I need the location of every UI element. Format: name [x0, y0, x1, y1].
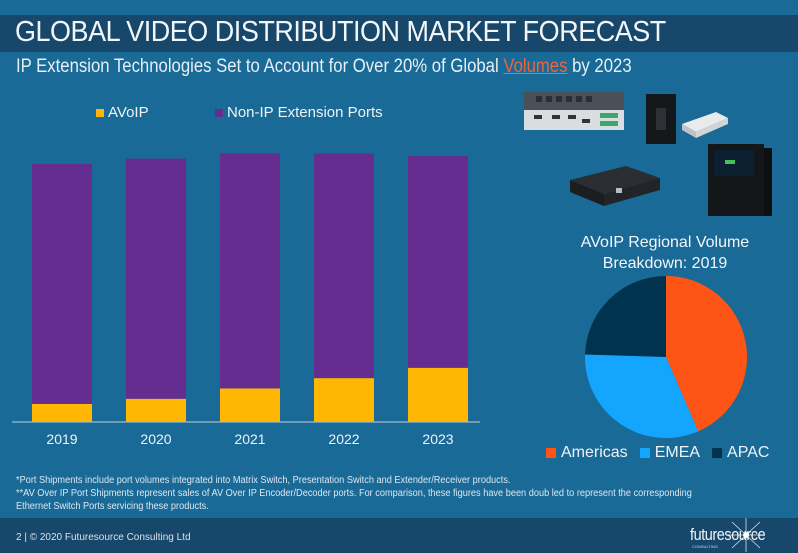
- pie-legend-label-apac: APAC: [727, 444, 770, 461]
- pie-legend-label-emea: EMEA: [654, 444, 701, 461]
- subtitle-text-after: by 2023: [567, 56, 632, 77]
- logo-starburst-icon: [728, 518, 764, 552]
- pie-legend-item-emea: EMEA: [639, 444, 701, 462]
- bar-non-ip-2023: [408, 156, 468, 368]
- logo-subtitle: CONSULTING: [692, 544, 718, 549]
- legend-label-non-ip: Non-IP Extension Ports: [227, 104, 383, 121]
- pie-legend-item-americas: Americas: [546, 444, 628, 462]
- bar-avoip-2022: [314, 378, 374, 422]
- hdmi-extender-image: [570, 166, 660, 206]
- pie-legend-swatch-apac: [712, 448, 723, 458]
- bar-avoip-2021: [220, 388, 280, 422]
- page-title: GLOBAL VIDEO DISTRIBUTION MARKET FORECAS…: [15, 16, 666, 48]
- page-subtitle: IP Extension Technologies Set to Account…: [16, 56, 632, 78]
- x-tick-label-2023: 2023: [422, 431, 453, 447]
- presentation-switcher-image: [524, 92, 624, 130]
- x-tick-label-2020: 2020: [140, 431, 171, 447]
- legend-label-avoip: AVoIP: [108, 104, 149, 121]
- bar-avoip-2023: [408, 367, 468, 422]
- legend-item-avoip: AVoIP: [96, 104, 149, 121]
- pie-legend-item-apac: APAC: [712, 444, 769, 462]
- ip-encoder-box-image: [682, 112, 728, 138]
- stacked-bar-chart: 2019 2020 2021 2022 2023: [12, 153, 480, 447]
- footer-copyright: 2 | © 2020 Futuresource Consulting Ltd: [16, 532, 191, 543]
- product-photos: [524, 92, 772, 216]
- pie-title-line-1: AVoIP Regional Volume: [580, 234, 750, 251]
- subtitle-highlight-link[interactable]: Volumes: [503, 56, 568, 77]
- matrix-switch-chassis-image: [708, 144, 772, 216]
- pie-title-line-2: Breakdown: 2019: [602, 255, 728, 272]
- legend-item-non-ip: Non-IP Extension Ports: [215, 104, 383, 121]
- pie-legend-swatch-emea: [639, 448, 650, 458]
- bar-non-ip-2021: [220, 153, 280, 389]
- pie-legend-label-americas: Americas: [561, 444, 628, 461]
- legend-swatch-avoip: [96, 108, 104, 117]
- pie-slice-emea: [585, 354, 699, 439]
- pie-slice-apac: [585, 276, 666, 357]
- logo-wordmark: futuresource: [690, 525, 766, 544]
- x-tick-label-2022: 2022: [328, 431, 359, 447]
- x-tick-label-2019: 2019: [46, 431, 77, 447]
- pie-slice-americas: [666, 276, 748, 432]
- wall-plate-extender-image: [646, 94, 676, 144]
- footnotes: *Port Shipments include port volumes int…: [16, 474, 724, 513]
- bar-avoip-2020: [126, 398, 186, 422]
- title-band: [0, 15, 798, 52]
- legend-swatch-non-ip: [215, 108, 223, 117]
- x-tick-label-2021: 2021: [234, 431, 265, 447]
- pie-chart-title: AVoIP Regional Volume Breakdown: 2019: [555, 232, 775, 274]
- footer-band: [0, 518, 798, 553]
- bar-non-ip-2019: [32, 163, 92, 404]
- footnote-2: **AV Over IP Port Shipments represent sa…: [16, 488, 692, 512]
- bar-non-ip-2020: [126, 158, 186, 399]
- futuresource-logo: futuresource CONSULTING: [690, 518, 780, 552]
- bar-non-ip-2022: [314, 153, 374, 379]
- pie-legend-swatch-americas: [546, 448, 556, 458]
- subtitle-text-before: IP Extension Technologies Set to Account…: [16, 56, 504, 77]
- bar-avoip-2019: [32, 403, 92, 422]
- pie-legend: Americas EMEA APAC: [546, 444, 769, 462]
- footnote-1: *Port Shipments include port volumes int…: [16, 475, 511, 486]
